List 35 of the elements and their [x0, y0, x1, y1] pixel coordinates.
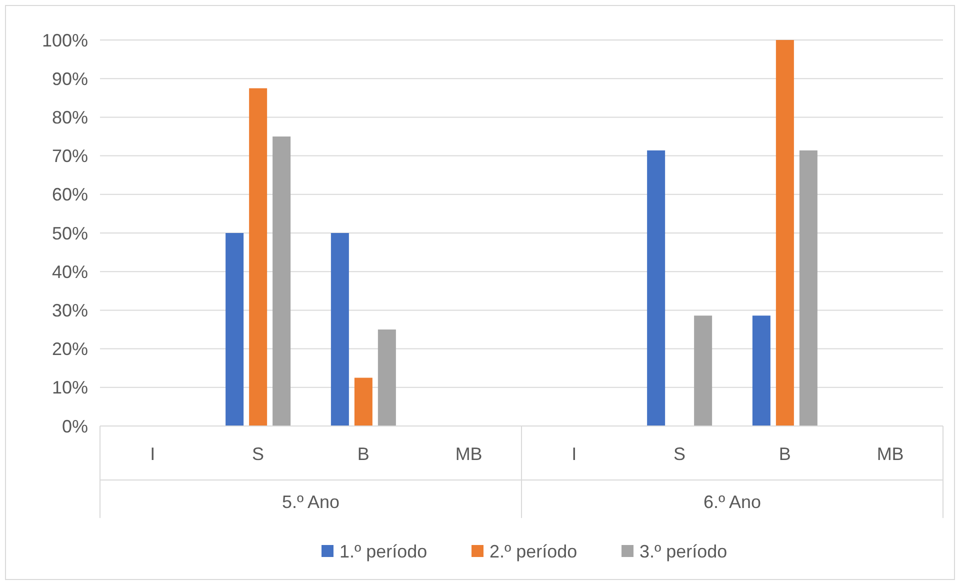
x-tick-label: I [572, 444, 577, 464]
y-tick-label: 40% [52, 262, 88, 282]
bar [799, 150, 818, 426]
bar [354, 378, 372, 426]
y-tick-label: 30% [52, 300, 88, 320]
legend-label: 1.º período [340, 541, 428, 562]
y-tick-label: 10% [52, 378, 88, 398]
bar [330, 233, 349, 426]
x-tick-label: S [252, 444, 264, 464]
text: 5.º Ano [282, 492, 340, 512]
y-tick-label: 0% [62, 416, 88, 436]
y-tick-label: 60% [52, 184, 88, 205]
y-tick-label: 100% [42, 30, 88, 50]
bar [249, 88, 268, 426]
y-tick-label: 20% [52, 339, 88, 360]
x-tick-label: B [778, 444, 791, 464]
bar [226, 233, 244, 426]
x-tick-label: I [150, 444, 156, 464]
bar [272, 136, 291, 426]
x-tick-label: MB [876, 444, 904, 464]
bar [752, 316, 770, 426]
bar [647, 150, 666, 426]
text: 6.º Ano [703, 492, 762, 512]
y-tick-label: 90% [52, 68, 88, 89]
x-tick-label: B [357, 444, 370, 464]
y-tick-label: 70% [52, 146, 88, 166]
legend-label: 3.º período [640, 541, 728, 562]
x-tick-label: MB [455, 444, 482, 464]
legend-label: 2.º período [490, 541, 578, 562]
bar [694, 316, 712, 426]
y-tick-label: 80% [52, 108, 88, 128]
y-tick-label: 50% [52, 223, 88, 244]
x-tick-label: S [674, 444, 686, 464]
bar [378, 330, 396, 426]
bar [776, 40, 794, 426]
